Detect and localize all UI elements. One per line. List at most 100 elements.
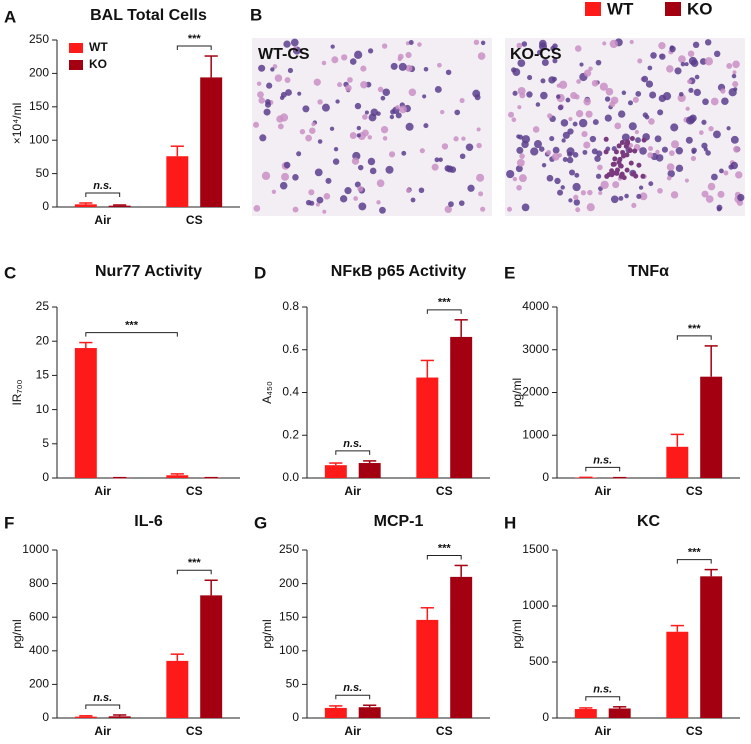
cell	[349, 58, 357, 65]
bar	[74, 348, 97, 478]
cell	[572, 182, 581, 192]
cell	[540, 91, 548, 100]
cell	[588, 66, 593, 71]
significance-label: ***	[125, 319, 139, 331]
cell	[655, 154, 664, 162]
cell	[313, 78, 321, 86]
cell	[557, 153, 563, 158]
micrograph-label: KO-CS	[510, 46, 562, 63]
significance-bracket	[426, 309, 462, 314]
cell	[649, 91, 657, 99]
y-tick-label: 1000	[22, 542, 49, 556]
cell	[323, 192, 331, 200]
y-tick-label: 250	[279, 542, 299, 556]
cell	[351, 157, 360, 165]
y-tick-label: 200	[29, 677, 49, 691]
cell	[292, 206, 299, 213]
significance-bracket	[176, 569, 212, 575]
cell	[557, 189, 564, 196]
cell	[583, 141, 591, 149]
legend-label: KO	[89, 57, 107, 71]
cell	[431, 163, 439, 171]
y-tick-label: 0.4	[282, 385, 299, 399]
cell	[572, 152, 579, 158]
bar	[666, 631, 689, 718]
y-tick-label: 600	[29, 609, 49, 623]
cell	[647, 65, 653, 71]
micrograph-label: WT-CS	[258, 46, 310, 63]
cell	[316, 196, 324, 204]
cell	[549, 136, 555, 142]
cell	[305, 199, 312, 206]
cell	[711, 173, 718, 181]
cell	[354, 102, 362, 110]
cell	[713, 50, 721, 58]
x-tick-label: CS	[436, 724, 453, 738]
y-tick-label: 150	[279, 609, 299, 623]
bar	[416, 619, 439, 718]
cell	[598, 191, 603, 196]
cell	[701, 190, 709, 198]
cell	[670, 140, 680, 149]
cell	[616, 143, 622, 149]
cell	[731, 73, 737, 79]
cell	[723, 170, 729, 176]
y-tick-label: 10	[36, 402, 50, 416]
y-tick-label: 50	[36, 166, 50, 180]
cell	[573, 199, 581, 206]
cell	[541, 162, 547, 168]
x-tick-label: Air	[94, 724, 111, 738]
significance-label: ***	[438, 297, 452, 309]
y-tick-label: 0	[542, 470, 549, 484]
cell	[438, 157, 443, 162]
cell	[517, 59, 526, 68]
cell	[423, 66, 429, 72]
cell	[516, 146, 524, 154]
cell	[465, 143, 474, 152]
cell	[630, 171, 636, 177]
panel-letter: F	[4, 513, 14, 532]
cell	[360, 81, 368, 89]
cell	[515, 165, 523, 173]
cell	[716, 204, 723, 211]
cell	[641, 75, 649, 83]
cell	[581, 131, 588, 138]
significance-bracket	[85, 192, 121, 197]
significance-bracket	[335, 694, 371, 700]
cell	[511, 117, 517, 123]
cell	[259, 134, 267, 142]
significance-label: n.s.	[343, 682, 362, 694]
cell	[726, 126, 731, 131]
cell	[325, 177, 332, 184]
panel-letter: H	[504, 513, 516, 532]
y-tick-label: 1000	[522, 427, 549, 441]
cell	[380, 95, 386, 101]
cell	[437, 62, 442, 68]
chart-title: MCP-1	[374, 513, 424, 530]
cell	[277, 123, 284, 130]
y-tick-label: 0.0	[282, 470, 299, 484]
cell	[473, 39, 480, 46]
significance-bracket	[85, 704, 121, 709]
cell	[578, 118, 588, 128]
x-tick-label: CS	[186, 724, 203, 738]
cell	[628, 122, 637, 131]
cell	[705, 195, 714, 203]
cell	[330, 44, 335, 49]
cell	[614, 122, 622, 130]
cell	[382, 88, 391, 97]
significance-label: ***	[688, 547, 702, 559]
cell	[527, 75, 533, 81]
cell	[636, 162, 642, 168]
cell	[292, 174, 299, 181]
panel-letter: G	[254, 513, 267, 532]
cell	[476, 142, 482, 149]
cell	[680, 61, 686, 67]
chart-title: TNFα	[628, 263, 669, 280]
cell	[692, 41, 700, 49]
y-tick-label: 0	[42, 710, 49, 724]
significance-bracket	[176, 45, 212, 51]
cell	[587, 189, 593, 196]
cell	[614, 170, 620, 176]
cell	[719, 168, 724, 174]
